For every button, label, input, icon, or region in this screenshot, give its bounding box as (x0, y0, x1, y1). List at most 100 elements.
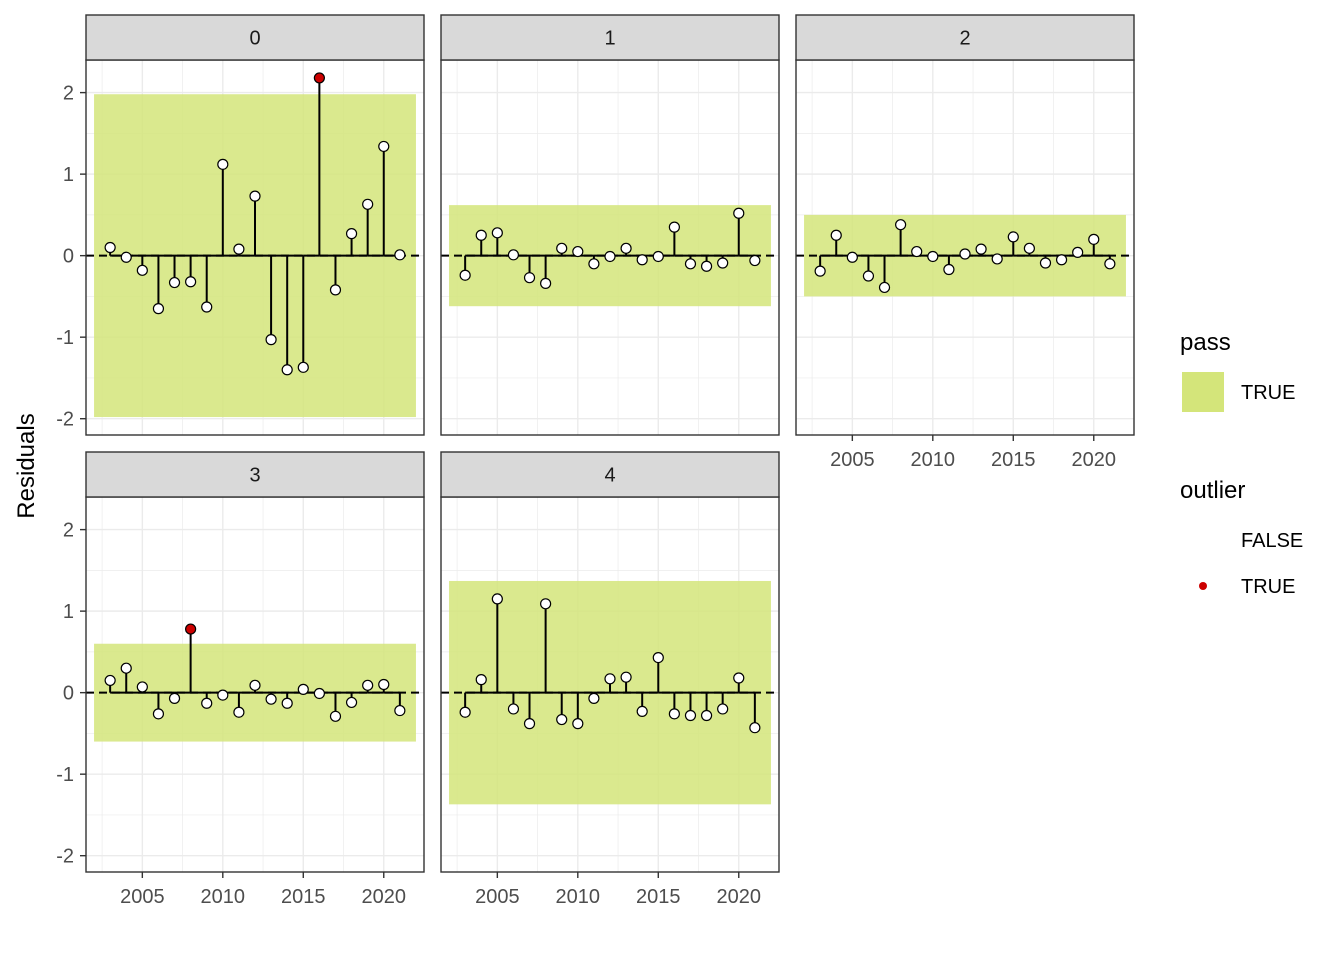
residual-point (507, 249, 520, 261)
residual-point (201, 697, 213, 709)
y-tick-label: 0 (63, 246, 74, 268)
residual-point (491, 227, 503, 239)
residual-point (217, 158, 229, 170)
residual-point (733, 207, 745, 219)
residual-point (572, 718, 584, 730)
residual-point (878, 281, 891, 294)
residual-point (136, 264, 148, 276)
residual-point (943, 263, 955, 276)
residual-point (540, 598, 552, 610)
residual-point (540, 277, 552, 289)
residual-point (152, 303, 165, 315)
facet-strip-label: 4 (604, 465, 615, 487)
residual-point (1055, 254, 1068, 266)
facet-strip (795, 14, 1135, 61)
residual-point (378, 678, 390, 691)
residual-point (491, 593, 503, 605)
residual-point (329, 710, 342, 722)
residual-point (620, 242, 632, 254)
residual-point (120, 662, 132, 674)
residual-point (345, 228, 358, 240)
residual-point (265, 334, 277, 346)
residual-point (297, 683, 309, 695)
facet-panel-3: 3 -2 -1 0 1 2 2005 2010 2015 2020 (56, 451, 425, 908)
x-tick-label: 2020 (362, 886, 407, 908)
panels-layer: 0 -2 -1 0 1 2 1 2 2005 2010 2015 2020 3 -2 -1 0 1 2 2005 20… (56, 14, 1135, 908)
residual-point (249, 679, 261, 691)
x-tick-label: 2010 (556, 886, 601, 908)
residual-point (717, 257, 729, 269)
y-tick-label: 1 (63, 601, 74, 623)
facet-strip-label: 2 (959, 28, 970, 50)
x-tick-label: 2020 (717, 886, 762, 908)
legend-label: FALSE (1241, 530, 1303, 552)
residual-point (281, 364, 293, 376)
outlier-point (185, 623, 197, 635)
residual-point (620, 671, 632, 683)
residual-point (668, 221, 680, 233)
y-tick-label: 0 (63, 683, 74, 705)
residual-point (604, 250, 616, 263)
facet-strip-label: 0 (249, 28, 260, 50)
residual-point (684, 709, 697, 722)
residual-point (749, 254, 761, 267)
residual-point (201, 301, 213, 313)
residual-point (168, 276, 181, 289)
residual-point (394, 704, 406, 717)
x-tick-label: 2005 (475, 886, 520, 908)
y-tick-label: 2 (63, 520, 74, 542)
residual-point (459, 269, 471, 281)
residual-point (265, 693, 277, 705)
legend-label: TRUE (1241, 576, 1295, 598)
residual-point (233, 243, 245, 255)
residual-point (233, 706, 245, 718)
residual-point (959, 248, 971, 260)
facet-panel-1: 1 (440, 14, 780, 436)
legend-group-outlier: outlier FALSE TRUE (1180, 477, 1303, 598)
residual-point (1023, 242, 1035, 254)
residual-point (572, 245, 584, 258)
legend: pass TRUE outlier FALSE TRUE (1180, 329, 1303, 598)
residual-point (830, 229, 842, 241)
residual-point (588, 258, 600, 270)
residual-point (556, 713, 568, 726)
x-tick-label: 2005 (120, 886, 165, 908)
facet-strip (85, 451, 425, 498)
residual-point (1039, 257, 1052, 269)
residual-point (991, 253, 1003, 265)
residual-point (652, 651, 664, 664)
outlier-point (313, 72, 325, 84)
residual-point (1104, 258, 1116, 270)
facet-panel-4: 4 2005 2010 2015 2020 (440, 451, 780, 908)
residual-point (329, 284, 342, 296)
x-tick-label: 2015 (281, 886, 326, 908)
x-tick-label: 2015 (636, 886, 681, 908)
residual-point (523, 272, 536, 284)
residual-point (185, 276, 197, 288)
residual-point (475, 229, 487, 241)
residual-point (846, 251, 858, 263)
residual-point (895, 219, 907, 231)
residual-point (814, 265, 826, 277)
residual-point (668, 708, 680, 720)
x-tick-label: 2020 (1072, 449, 1117, 471)
residual-point (862, 270, 875, 282)
x-tick-label: 2010 (911, 449, 956, 471)
residual-point (911, 245, 923, 258)
y-tick-label: 1 (63, 164, 74, 186)
residual-point (652, 250, 664, 263)
y-tick-label: -1 (56, 764, 74, 786)
legend-key-outlier-dot (1199, 582, 1207, 590)
residual-point (345, 696, 358, 709)
facet-strip-label: 1 (604, 28, 615, 50)
residual-point (281, 697, 293, 709)
residual-point (975, 243, 987, 255)
residual-point (362, 679, 374, 691)
residual-point (1007, 231, 1019, 243)
residual-point (700, 260, 713, 272)
facet-strip (440, 451, 780, 498)
legend-key-band (1182, 372, 1224, 412)
residual-point (749, 722, 761, 734)
residual-point (636, 254, 648, 266)
